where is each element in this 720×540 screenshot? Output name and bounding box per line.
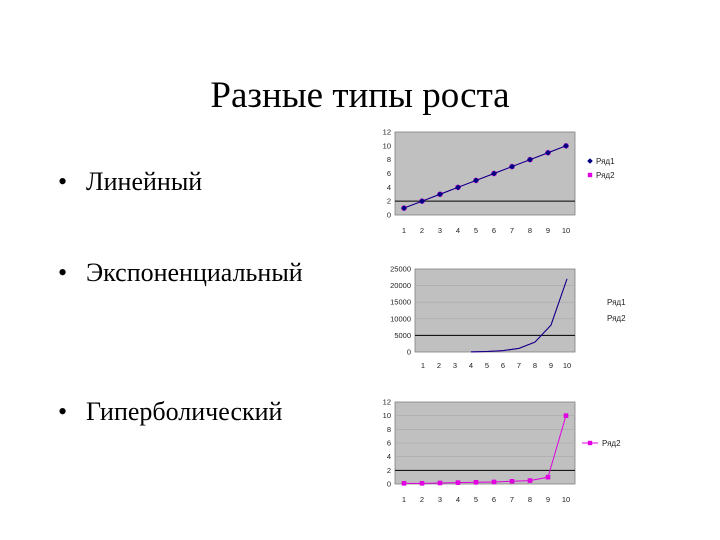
y-tick-label: 25000 <box>390 265 411 274</box>
y-tick-label: 10000 <box>390 314 411 323</box>
bullet-marker: • <box>58 167 68 196</box>
x-tick-label: 5 <box>485 361 489 370</box>
data-point <box>401 205 407 212</box>
data-point <box>509 478 515 484</box>
x-tick-label: 6 <box>492 226 496 235</box>
y-tick-label: 0 <box>387 480 391 489</box>
x-tick-label: 10 <box>562 495 570 504</box>
x-tick-label: 8 <box>533 361 537 370</box>
x-tick-label: 10 <box>563 361 571 370</box>
x-tick-label: 1 <box>402 226 406 235</box>
chart-exponential-svg: 0 5000 10000 15000 20000 25000 1 2 3 4 5 6 7 8 9 10 Ряд1… <box>390 265 626 371</box>
x-tick-label: 3 <box>438 226 442 235</box>
data-point <box>401 481 407 486</box>
y-tick-label: 10 <box>383 141 391 150</box>
x-tick-label: 9 <box>549 361 553 370</box>
x-tick-label: 4 <box>456 495 460 504</box>
series-line <box>403 145 567 209</box>
legend-marker <box>587 440 593 446</box>
y-tick-label: 12 <box>383 398 391 407</box>
bullet-linear: • Линейный <box>58 166 202 198</box>
y-tick-label: 10 <box>383 411 391 420</box>
x-tick-label: 4 <box>456 226 460 235</box>
bullet-marker: • <box>58 258 68 287</box>
data-point <box>491 170 497 177</box>
x-tick-label: 7 <box>510 226 514 235</box>
legend-label: Ряд2 <box>602 439 621 448</box>
data-point <box>437 191 443 198</box>
x-tick-label: 7 <box>517 361 521 370</box>
bullet-label-linear: Линейный <box>86 167 203 196</box>
data-point <box>509 163 515 170</box>
x-tick-label: 1 <box>421 361 425 370</box>
bullet-label-exponential: Экспоненциальный <box>86 258 303 287</box>
data-point <box>455 480 461 485</box>
x-tick-label: 9 <box>546 495 550 504</box>
data-point <box>419 481 425 486</box>
y-tick-label: 8 <box>387 425 391 434</box>
x-tick-label: 4 <box>469 361 473 370</box>
x-tick-label: 9 <box>546 226 550 235</box>
plot-area <box>414 268 576 353</box>
chart-exponential: 0 5000 10000 15000 20000 25000 1 2 3 4 5 6 7 8 9 10 Ряд1… <box>365 262 645 377</box>
x-tick-label: 6 <box>492 495 496 504</box>
legend-label: Ряд2 <box>607 314 626 323</box>
y-tick-label: 2 <box>387 197 391 206</box>
legend-label: Ряд1 <box>596 157 615 166</box>
y-tick-label: 0 <box>387 211 391 220</box>
series-line <box>404 415 567 484</box>
slide-title: Разные типы роста <box>210 75 510 116</box>
y-tick-label: 8 <box>387 155 391 164</box>
y-tick-label: 0 <box>407 348 411 357</box>
bullet-marker: • <box>58 397 68 426</box>
bullet-hyperbolic: • Гиперболический <box>58 396 282 428</box>
x-tick-label: 10 <box>562 226 570 235</box>
legend-label: Ряд1 <box>607 298 626 307</box>
x-tick-label: 3 <box>438 495 442 504</box>
x-tick-label: 2 <box>420 226 424 235</box>
chart-hyperbolic: 0 2 4 6 8 10 12 1 2 3 4 5 6 7 8 9 10 Ряд2 <box>365 395 645 505</box>
data-point <box>491 479 497 485</box>
data-point <box>563 142 569 149</box>
y-tick-label: 4 <box>387 452 391 461</box>
series-line <box>470 278 568 353</box>
x-tick-label: 6 <box>501 361 505 370</box>
x-tick-label: 5 <box>474 226 478 235</box>
y-tick-label: 15000 <box>390 298 411 307</box>
data-point <box>473 177 479 184</box>
bullet-label-hyperbolic: Гиперболический <box>86 397 283 426</box>
x-tick-label: 8 <box>528 226 532 235</box>
x-tick-label: 7 <box>510 495 514 504</box>
y-tick-label: 12 <box>383 128 391 137</box>
x-tick-label: 1 <box>402 495 406 504</box>
data-point <box>527 156 533 163</box>
y-tick-label: 6 <box>387 439 391 448</box>
data-point <box>473 479 479 485</box>
y-tick-label: 5000 <box>394 331 411 340</box>
data-point <box>545 149 551 156</box>
legend-marker <box>587 172 593 178</box>
x-tick-label: 3 <box>453 361 457 370</box>
data-point <box>527 478 533 483</box>
y-tick-label: 2 <box>387 466 391 475</box>
x-tick-label: 8 <box>528 495 532 504</box>
y-tick-label: 4 <box>387 183 391 192</box>
x-tick-label: 5 <box>474 495 478 504</box>
bullet-exponential: • Экспоненциальный <box>58 257 303 289</box>
x-tick-label: 2 <box>437 361 441 370</box>
x-tick-label: 2 <box>420 495 424 504</box>
legend-label: Ряд2 <box>596 171 615 180</box>
legend-marker <box>587 158 593 164</box>
data-point <box>545 474 551 480</box>
data-point <box>437 480 443 486</box>
data-point <box>419 198 425 205</box>
chart-linear: 0 2 4 6 8 10 12 1 2 3 4 5 6 7 8 9 10 Ряд1 Ряд2 <box>365 125 645 240</box>
data-point <box>563 413 569 418</box>
y-tick-label: 6 <box>387 169 391 178</box>
y-tick-label: 20000 <box>390 281 411 290</box>
